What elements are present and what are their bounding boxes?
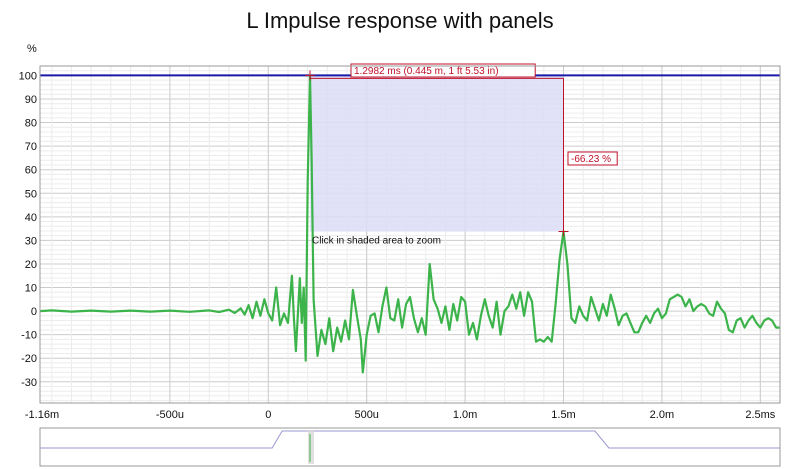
zoom-shaded-area[interactable]: [310, 75, 564, 232]
y-tick-label: 20: [25, 259, 37, 271]
x-tick-label: 2.0m: [650, 409, 674, 421]
y-tick-label: 30: [25, 235, 37, 247]
overview-envelope: [40, 430, 780, 449]
y-tick-label: 40: [25, 212, 37, 224]
overview-strip[interactable]: [39, 427, 781, 467]
y-tick-label: -30: [21, 377, 37, 389]
overview-frame: [39, 427, 781, 467]
y-tick-label: -20: [21, 353, 37, 365]
dx-label-box: [350, 63, 536, 78]
y-tick-label: -10: [21, 330, 37, 342]
x-tick-label: -500u: [156, 409, 184, 421]
x-tick-label: 1.5m: [551, 409, 575, 421]
x-tick-label: -1.16m: [25, 409, 59, 421]
dx-label: 1.2982 ms (0.445 m, 1 ft 5.53 in): [354, 66, 499, 77]
x-tick-label: 500u: [354, 409, 378, 421]
y-tick-label: 10: [25, 283, 37, 295]
y-tick-label: 0: [31, 306, 37, 318]
zoom-hint-text: Click in shaded area to zoom: [312, 236, 441, 247]
y-axis-unit-label: %: [27, 43, 37, 55]
x-tick-label: 0: [265, 409, 271, 421]
y-tick-label: 50: [25, 188, 37, 200]
y-tick-label: 60: [25, 165, 37, 177]
plot-frame: [39, 65, 781, 404]
y-tick-label: 100: [19, 70, 37, 82]
x-tick-label: 1.0m: [453, 409, 477, 421]
y-tick-label: 70: [25, 141, 37, 153]
x-tick-label: 2.5ms: [745, 409, 775, 421]
chart-title: L Impulse response with panels: [246, 8, 554, 33]
y-tick-label: 80: [25, 118, 37, 130]
overview-view-window[interactable]: [308, 430, 315, 464]
dy-label: -66.23 %: [571, 154, 611, 165]
y-tick-label: 90: [25, 94, 37, 106]
impulse-trace: [39, 74, 780, 374]
dy-label-box: [567, 151, 618, 166]
